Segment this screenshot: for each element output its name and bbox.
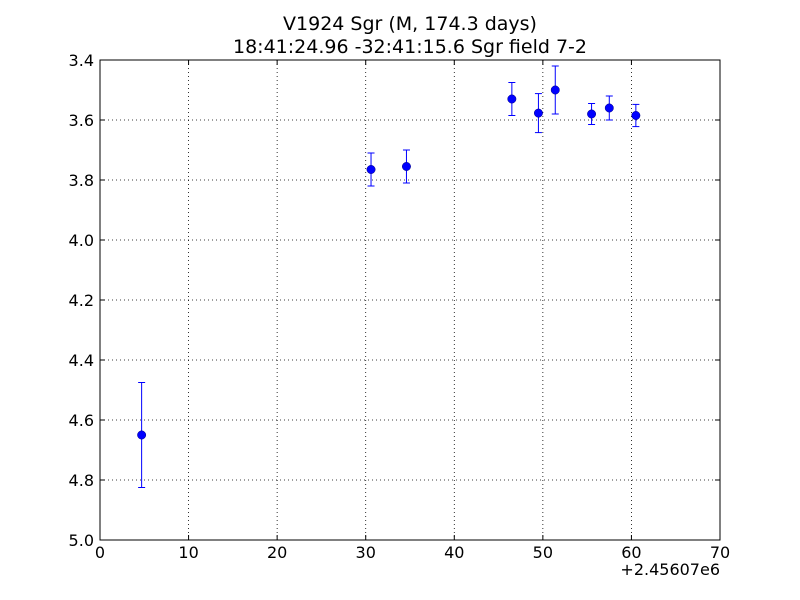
y-tick-label: 4.6 — [69, 411, 94, 430]
tick-labels: 0 10 20 30 40 50 60 70 3.4 3.6 3.8 4.0 4.2 4.4 4.6 4.8 5… — [69, 51, 731, 562]
data-point — [587, 109, 597, 119]
y-tick-label: 3.4 — [69, 51, 94, 70]
x-tick-label: 60 — [621, 543, 641, 562]
chart-subtitle: 18:41:24.96 -32:41:15.6 Sgr field 7-2 — [233, 36, 587, 58]
y-tick-label: 4.0 — [69, 231, 94, 250]
data-point — [604, 103, 614, 113]
y-tick-label: 3.8 — [69, 171, 94, 190]
y-tick-label: 4.4 — [69, 351, 94, 370]
x-tick-label: 70 — [710, 543, 730, 562]
data-point — [533, 108, 543, 118]
grid-lines — [100, 60, 720, 540]
data-point — [507, 94, 517, 104]
axis-ticks — [99, 59, 721, 541]
x-tick-label: 20 — [267, 543, 287, 562]
data-point — [402, 162, 411, 171]
x-offset-label: +2.45607e6 — [620, 560, 720, 579]
x-tick-label: 50 — [533, 543, 553, 562]
x-tick-label: 40 — [444, 543, 464, 562]
chart-title: V1924 Sgr (M, 174.3 days) — [283, 13, 537, 35]
x-tick-label: 30 — [356, 543, 376, 562]
error-bars — [138, 65, 640, 488]
y-tick-label: 4.2 — [69, 291, 94, 310]
y-tick-label: 5.0 — [69, 531, 94, 550]
y-tick-label: 3.6 — [69, 111, 94, 130]
data-point — [137, 430, 147, 440]
data-points — [137, 85, 641, 440]
data-point — [366, 165, 376, 174]
data-point — [550, 85, 560, 95]
x-tick-label: 10 — [178, 543, 198, 562]
data-point — [631, 111, 641, 120]
x-tick-label: 0 — [95, 543, 105, 562]
y-tick-label: 4.8 — [69, 471, 94, 490]
